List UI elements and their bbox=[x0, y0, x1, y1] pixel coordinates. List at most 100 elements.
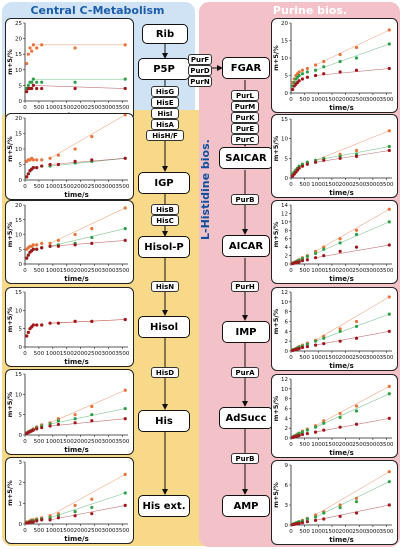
data-point-orange bbox=[123, 388, 127, 392]
data-point-green bbox=[354, 56, 359, 60]
x-tick-label: 2500 bbox=[352, 355, 366, 361]
enzyme-purm: PurM bbox=[231, 101, 259, 112]
trend-line-darkred bbox=[315, 68, 390, 76]
data-point-orange bbox=[305, 66, 309, 71]
y-axis-label: m+5/% bbox=[6, 391, 14, 417]
x-tick-label: 3000 bbox=[102, 351, 116, 357]
y-axis-label: m+5/% bbox=[6, 221, 14, 247]
y-tick-label: 4 bbox=[285, 329, 289, 335]
x-tick-label: 500 bbox=[34, 268, 45, 274]
data-point-darkred bbox=[35, 86, 39, 91]
data-point-darkred bbox=[313, 518, 318, 522]
trend-line-orange bbox=[315, 29, 390, 66]
data-point-darkred bbox=[291, 87, 295, 92]
x-tick-label: 3500 bbox=[380, 355, 394, 361]
x-tick-label: 3000 bbox=[102, 268, 116, 274]
x-tick-label: 3500 bbox=[380, 442, 394, 448]
trend-line-green bbox=[315, 146, 390, 161]
x-tick-label: 1500 bbox=[325, 529, 339, 535]
x-tick-label: 2500 bbox=[352, 442, 366, 448]
data-point-green bbox=[300, 72, 305, 76]
x-tick-label: 1500 bbox=[325, 442, 339, 448]
data-point-green bbox=[123, 227, 127, 231]
data-point-orange bbox=[73, 503, 77, 507]
data-point-darkred bbox=[322, 342, 326, 346]
x-tick-label: 1000 bbox=[46, 268, 60, 274]
data-point-orange bbox=[48, 241, 52, 245]
data-point-green bbox=[123, 77, 127, 81]
purine-title: Purine bios. bbox=[272, 4, 348, 17]
x-tick-label: 2000 bbox=[339, 97, 353, 103]
data-point-darkred bbox=[35, 519, 39, 523]
y-tick-label: 15 bbox=[281, 39, 288, 45]
y-tick-label: 5 bbox=[285, 74, 289, 80]
data-point-darkred bbox=[35, 427, 39, 431]
data-point-orange bbox=[338, 327, 342, 331]
data-point-darkred bbox=[300, 432, 305, 437]
x-tick-label: 2000 bbox=[339, 355, 353, 361]
data-point-green bbox=[305, 428, 309, 432]
data-point-orange bbox=[338, 52, 342, 57]
data-point-darkred bbox=[300, 259, 305, 263]
data-point-darkred bbox=[354, 154, 359, 158]
plot-panel-hisol: 0 5 10 15 0 500 1000 1500 2000 2500 3000 3500 time/s… bbox=[5, 287, 134, 367]
data-point-darkred bbox=[305, 520, 309, 524]
data-point-orange bbox=[73, 232, 77, 237]
data-point-green bbox=[297, 73, 301, 78]
enzyme-purn: PurN bbox=[188, 76, 212, 87]
y-axis-label: m+5/% bbox=[6, 480, 14, 506]
data-point-darkred bbox=[123, 238, 127, 242]
y-tick-label: 0 bbox=[285, 349, 289, 355]
data-point-orange bbox=[73, 147, 77, 151]
y-tick-label: 10 bbox=[15, 147, 22, 153]
x-tick-label: 2000 bbox=[74, 184, 88, 190]
x-tick-label: 500 bbox=[299, 529, 310, 535]
data-point-orange bbox=[48, 156, 52, 160]
trend-line-orange bbox=[49, 207, 126, 244]
plot-fgar: 0 5 10 15 20 0 500 1000 1500 2000 2500 3000 3500 time… bbox=[272, 21, 394, 112]
data-point-darkred bbox=[354, 511, 359, 515]
enzyme-purb-2: PurB bbox=[231, 453, 259, 464]
data-point-darkred bbox=[313, 430, 318, 434]
data-point-green bbox=[322, 511, 326, 515]
data-point-orange bbox=[40, 158, 44, 162]
data-point-orange bbox=[35, 243, 39, 247]
x-tick-label: 2500 bbox=[352, 182, 366, 188]
data-point-darkred bbox=[40, 86, 44, 91]
plot-saicar: 0 5 10 15 0 500 1000 1500 2000 2500 3000 3500 time/s… bbox=[272, 117, 394, 197]
data-point-darkred bbox=[123, 86, 127, 91]
x-tick-label: 1500 bbox=[60, 351, 74, 357]
data-point-green bbox=[123, 491, 127, 495]
data-point-orange bbox=[35, 46, 39, 50]
x-tick-label: 3000 bbox=[366, 97, 380, 103]
node-hisol: Hisol bbox=[138, 316, 190, 338]
data-point-orange bbox=[387, 470, 391, 474]
enzyme-hisc: HisC bbox=[151, 215, 179, 226]
x-tick-label: 2000 bbox=[339, 268, 353, 274]
data-point-darkred bbox=[305, 431, 309, 436]
x-tick-label: 1500 bbox=[325, 268, 339, 274]
trend-line-darkred bbox=[315, 504, 390, 521]
data-point-green bbox=[313, 515, 318, 519]
data-point-green bbox=[313, 68, 318, 72]
plot-panel-adsucc: 0 2 4 6 8 10 12 0 500 1000 1500 2000 2500 3000 3500 tim… bbox=[271, 374, 398, 458]
x-tick-label: 3000 bbox=[102, 184, 116, 190]
data-point-darkred bbox=[56, 321, 61, 325]
data-point-darkred bbox=[305, 75, 309, 79]
node-amp: AMP bbox=[222, 495, 270, 517]
plot-panel-igp: 0 5 10 15 20 0 500 1000 1500 2000 2500 3000 3500 time… bbox=[5, 113, 134, 200]
data-point-green bbox=[387, 144, 391, 149]
y-tick-label: 15 bbox=[15, 218, 22, 224]
y-tick-label: 0 bbox=[19, 262, 23, 268]
enzymes-his-bc: HisB HisC bbox=[151, 204, 179, 226]
enzymes-his-gei: HisG HisE HisI HisA HisH/F bbox=[146, 86, 184, 141]
data-point-darkred bbox=[48, 424, 52, 428]
plot-igp: 0 5 10 15 20 0 500 1000 1500 2000 2500 3000 3500 time… bbox=[6, 114, 130, 199]
data-point-green bbox=[300, 430, 305, 434]
data-point-darkred bbox=[25, 256, 29, 260]
node-fgar: FGAR bbox=[222, 57, 270, 79]
enzyme-hisn: HisN bbox=[151, 281, 179, 292]
trend-line-orange bbox=[49, 389, 126, 424]
y-tick-label: 10 bbox=[15, 308, 22, 314]
